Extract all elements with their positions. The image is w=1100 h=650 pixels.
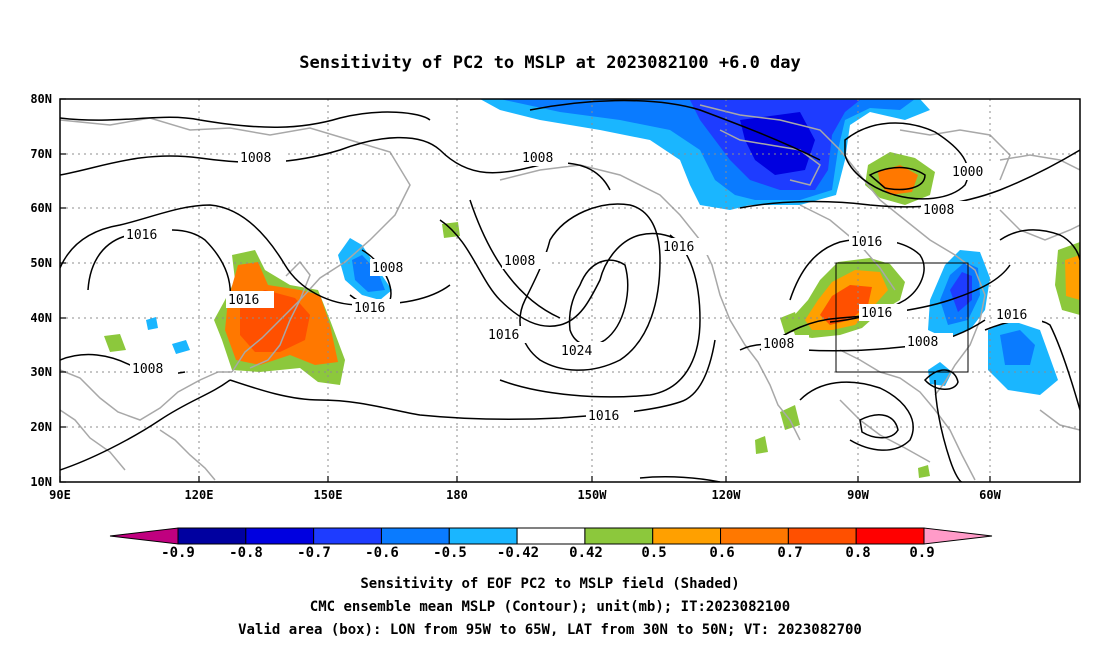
contour-label: 1024: [561, 344, 592, 359]
colorbar-segment: [855, 527, 925, 545]
colorbar-segment: [516, 527, 586, 545]
shade-small-positive-5: [755, 436, 768, 454]
colorbar-segment: [313, 527, 382, 545]
colorbar-tick-label: 0.5: [641, 545, 666, 561]
shade-greatlakes-positive-inner: [820, 285, 872, 325]
colorbar-tick-label: 0.6: [709, 545, 734, 561]
shade-small-positive-6: [918, 465, 930, 478]
colorbar-tick-label: -0.7: [297, 545, 331, 561]
contour-label: 1008: [132, 362, 163, 377]
colorbar-segment: [652, 527, 722, 545]
shade-atlantic-negative-2-inner: [1000, 330, 1035, 365]
colorbar-arrow-low: [109, 527, 179, 545]
shade-eatl-positive-inner: [1065, 255, 1080, 300]
contour-label: 1016: [851, 235, 882, 250]
contour-label: 1016: [861, 306, 892, 321]
colorbar-labels: -0.9 -0.8 -0.7 -0.6 -0.5 -0.42 0.42 0.5 …: [161, 545, 935, 561]
shade-small-negative-2: [172, 340, 190, 354]
lat-label: 40N: [30, 311, 52, 325]
contour-label: 1008: [504, 254, 535, 269]
colorbar-segment: [720, 527, 789, 545]
colorbar: [109, 527, 993, 545]
caption-line-2: CMC ensemble mean MSLP (Contour); unit(m…: [310, 599, 790, 615]
contour-label: 1016: [488, 328, 519, 343]
shade-small-positive-3: [780, 312, 800, 334]
colorbar-segment: [177, 527, 247, 545]
lat-label: 60N: [30, 201, 52, 215]
contour-label: 1016: [588, 409, 619, 424]
chart-title: Sensitivity of PC2 to MSLP at 2023082100…: [299, 53, 801, 73]
shade-small-positive-4: [780, 405, 800, 430]
colorbar-tick-label: -0.6: [365, 545, 399, 561]
shade-small-positive-1: [104, 334, 126, 352]
contour-label: 1016: [354, 301, 385, 316]
shade-nordic-positive-inner: [878, 165, 918, 195]
colorbar-segment: [245, 527, 315, 545]
colorbar-segment: [584, 527, 654, 545]
valid-area-box: [835, 262, 969, 373]
colorbar-tick-label: -0.9: [161, 545, 195, 561]
shade-small-negative-1: [146, 317, 158, 330]
contour-label: 1008: [372, 261, 403, 276]
lon-label: 120W: [712, 488, 742, 502]
lat-label: 50N: [30, 256, 52, 270]
sensitivity-shading: [104, 99, 1080, 478]
colorbar-arrow-high: [923, 527, 993, 545]
lon-label: 90W: [847, 488, 869, 502]
contour-label: 1016: [126, 228, 157, 243]
colorbar-segment: [380, 527, 450, 545]
lon-label: 120E: [185, 488, 214, 502]
lon-label: 150E: [314, 488, 343, 502]
caption-line-1: Sensitivity of EOF PC2 to MSLP field (Sh…: [360, 576, 739, 592]
map-frame: [59, 98, 1081, 483]
colorbar-tick-label: 0.9: [909, 545, 934, 561]
shade-kamchatka-negative-inner: [352, 255, 385, 292]
colorbar-segment: [448, 527, 518, 545]
contour-label: 1008: [923, 203, 954, 218]
shade-atlantic-negative-core: [950, 272, 972, 312]
lon-label: 150W: [578, 488, 608, 502]
contour-label: 1008: [763, 337, 794, 352]
lon-label: 60W: [979, 488, 1001, 502]
contour-label: 1008: [907, 335, 938, 350]
colorbar-tick-label: 0.8: [845, 545, 870, 561]
colorbar-tick-label: -0.5: [433, 545, 467, 561]
lat-label: 70N: [30, 147, 52, 161]
colorbar-tick-label: -0.42: [497, 545, 539, 561]
lat-label: 20N: [30, 420, 52, 434]
contour-label: 1016: [996, 308, 1027, 323]
contour-label: 1008: [522, 151, 553, 166]
contour-label: 1016: [228, 293, 259, 308]
coastlines: [60, 104, 1080, 481]
lat-label: 30N: [30, 365, 52, 379]
longitude-labels: 90E 120E 150E 180 150W 120W 90W 60W: [49, 488, 1001, 502]
tick-marks: [59, 98, 991, 483]
shade-arctic-negative-core: [740, 112, 815, 175]
colorbar-tick-label: -0.8: [229, 545, 263, 561]
colorbar-tick-label: 0.42: [569, 545, 603, 561]
lon-label: 180: [446, 488, 468, 502]
caption-line-3: Valid area (box): LON from 95W to 65W, L…: [238, 622, 862, 638]
map-panel: 1008 1008 1000 1008 1016 1016 1008 1016 …: [60, 99, 1080, 482]
colorbar-tick-label: 0.7: [777, 545, 802, 561]
contour-label: 1000: [952, 165, 983, 180]
contour-labels: 1008 1008 1000 1008 1016 1016 1008 1016 …: [124, 149, 1042, 424]
latitude-labels: 80N 70N 60N 50N 40N 30N 20N 10N: [30, 92, 52, 489]
contour-label: 1008: [240, 151, 271, 166]
lat-label: 10N: [30, 475, 52, 489]
lon-label: 90E: [49, 488, 71, 502]
colorbar-segment: [787, 527, 857, 545]
lat-label: 80N: [30, 92, 52, 106]
contour-label: 1016: [663, 240, 694, 255]
